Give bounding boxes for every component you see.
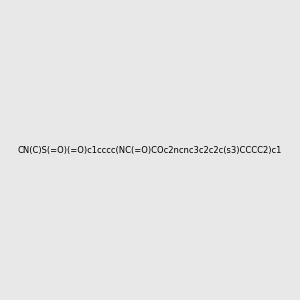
Text: CN(C)S(=O)(=O)c1cccc(NC(=O)COc2ncnc3c2c2c(s3)CCCC2)c1: CN(C)S(=O)(=O)c1cccc(NC(=O)COc2ncnc3c2c2… <box>18 146 282 154</box>
